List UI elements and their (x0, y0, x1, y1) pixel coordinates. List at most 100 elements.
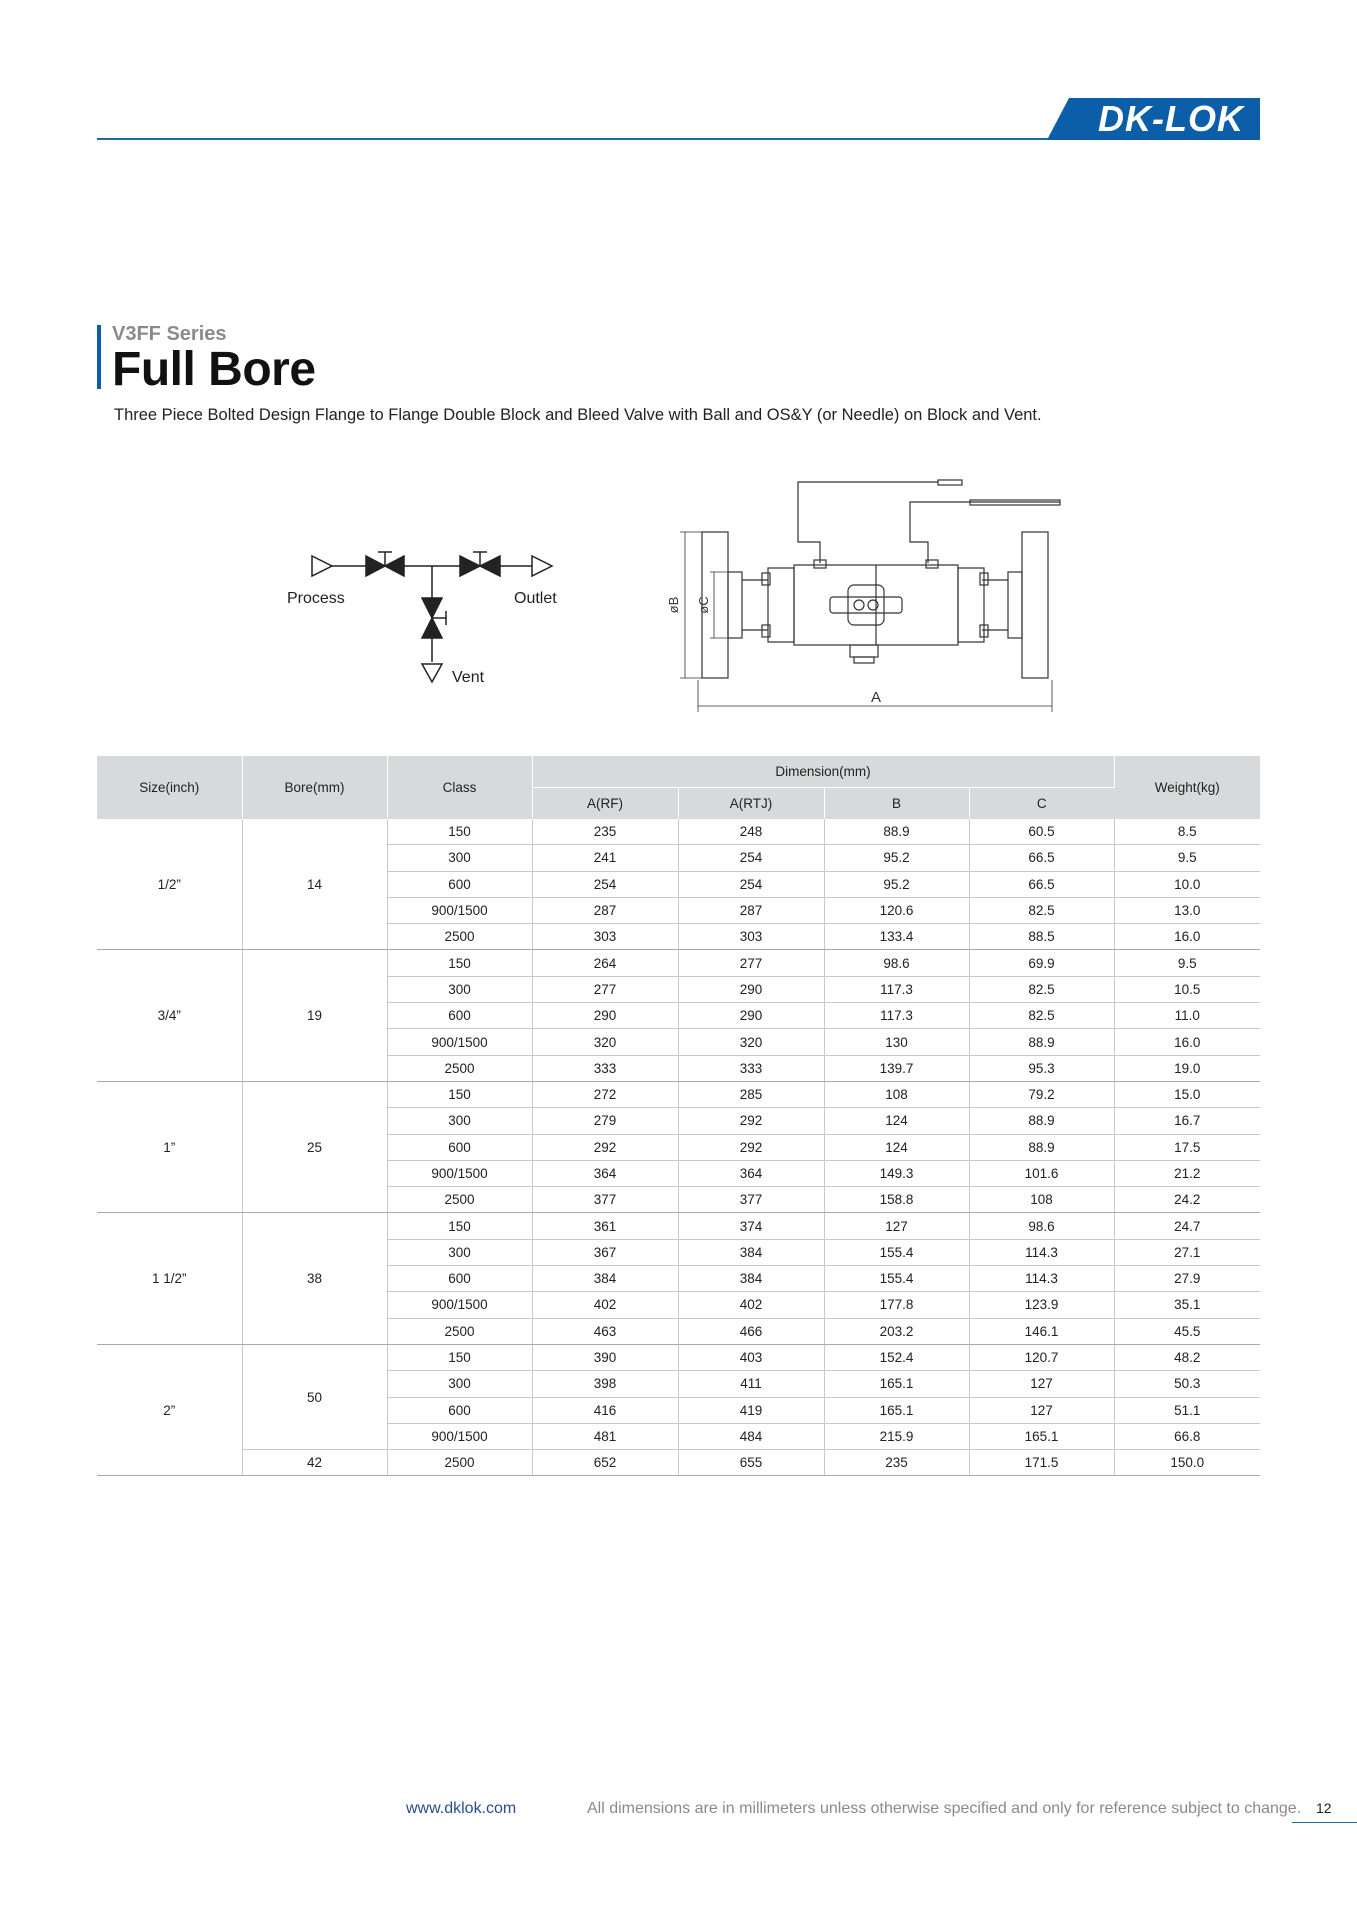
a-rtj-cell: 254 (678, 844, 825, 872)
bore-cell: 42 (242, 1449, 388, 1477)
outlet-label: Outlet (514, 590, 557, 607)
weight-cell: 48.2 (1114, 1344, 1261, 1372)
b-cell: 155.4 (824, 1239, 970, 1267)
header-a-rtj: A(RTJ) (678, 787, 825, 819)
bore-cell: 14 (242, 819, 388, 951)
a-rf-cell: 481 (532, 1423, 679, 1451)
b-cell: 124 (824, 1107, 970, 1135)
bore-cell: 19 (242, 949, 388, 1082)
b-cell: 158.8 (824, 1186, 970, 1214)
table-row: 300 241 254 95.2 66.5 9.5 (97, 844, 1261, 872)
class-cell: 2500 (387, 1318, 533, 1345)
b-cell: 139.7 (824, 1055, 970, 1082)
table-row: 2” 50 150 390 403 152.4 120.7 48.2 (97, 1344, 1261, 1477)
c-cell: 82.5 (969, 976, 1115, 1004)
brand-logo: DK-LOK (1047, 98, 1260, 140)
b-cell: 177.8 (824, 1291, 970, 1319)
a-rf-cell: 254 (532, 871, 679, 898)
weight-cell: 51.1 (1114, 1397, 1261, 1424)
a-rtj-cell: 364 (678, 1160, 825, 1188)
c-cell: 114.3 (969, 1239, 1115, 1267)
b-cell: 130 (824, 1028, 970, 1056)
a-rf-cell: 364 (532, 1160, 679, 1188)
process-arrow-icon (311, 554, 334, 578)
class-cell: 900/1500 (387, 897, 533, 925)
b-cell: 215.9 (824, 1423, 970, 1451)
page-title: Full Bore (112, 343, 316, 396)
table-row: 600 290 290 117.3 82.5 11.0 (97, 1002, 1261, 1030)
c-cell: 79.2 (969, 1081, 1115, 1109)
block-valve-2-icon (459, 551, 501, 578)
c-cell: 88.5 (969, 923, 1115, 951)
table-row: 900/1500 364 364 149.3 101.6 21.2 (97, 1160, 1261, 1188)
a-rtj-cell: 290 (678, 976, 825, 1004)
class-cell: 2500 (387, 1449, 533, 1477)
size-cell: 3/4” (97, 949, 243, 1082)
a-rtj-cell: 384 (678, 1265, 825, 1293)
weight-cell: 13.0 (1114, 897, 1261, 925)
table-row: 900/1500 481 484 215.9 165.1 66.8 (97, 1423, 1261, 1451)
weight-cell: 9.5 (1114, 949, 1261, 977)
a-rf-cell: 463 (532, 1318, 679, 1345)
table-row: 600 254 254 95.2 66.5 10.0 (97, 871, 1261, 898)
b-cell: 108 (824, 1081, 970, 1109)
header-dimension: Dimension(mm) (532, 756, 1115, 788)
class-cell: 300 (387, 844, 533, 872)
table-row: 2500 333 333 139.7 95.3 19.0 (97, 1055, 1261, 1082)
class-cell: 150 (387, 1212, 533, 1240)
a-rtj-cell: 484 (678, 1423, 825, 1451)
title-accent-bar (97, 325, 101, 389)
b-cell: 133.4 (824, 923, 970, 951)
a-rf-cell: 333 (532, 1055, 679, 1082)
c-cell: 82.5 (969, 897, 1115, 925)
series-label: V3FF Series (112, 323, 227, 345)
a-rf-cell: 361 (532, 1212, 679, 1240)
c-cell: 127 (969, 1370, 1115, 1398)
a-rf-cell: 398 (532, 1370, 679, 1398)
table-row: 42 2500 652 655 235 171.5 150.0 (97, 1449, 1261, 1477)
a-rf-cell: 303 (532, 923, 679, 951)
vent-arrow-icon (420, 663, 444, 684)
class-cell: 600 (387, 1002, 533, 1030)
a-rtj-cell: 287 (678, 897, 825, 925)
a-rtj-cell: 419 (678, 1397, 825, 1424)
weight-cell: 11.0 (1114, 1002, 1261, 1030)
weight-cell: 35.1 (1114, 1291, 1261, 1319)
size-cell: 1” (97, 1081, 243, 1214)
header-a-rf: A(RF) (532, 787, 679, 819)
a-rtj-cell: 402 (678, 1291, 825, 1319)
c-cell: 127 (969, 1397, 1115, 1424)
a-rtj-cell: 411 (678, 1370, 825, 1398)
c-cell: 88.9 (969, 1028, 1115, 1056)
page-number-rule (1292, 1822, 1357, 1823)
a-rtj-cell: 277 (678, 949, 825, 977)
dimension-c-label: øC (696, 596, 711, 613)
vent-valve-icon (420, 597, 447, 639)
table-row: 1/2” 14 150 235 248 88.9 60.5 8.5 (97, 819, 1261, 951)
b-cell: 117.3 (824, 976, 970, 1004)
a-rtj-cell: 285 (678, 1081, 825, 1109)
class-cell: 600 (387, 871, 533, 898)
c-cell: 165.1 (969, 1423, 1115, 1451)
footer-website-link[interactable]: www.dklok.com (406, 1800, 517, 1817)
a-rtj-cell: 303 (678, 923, 825, 951)
table-row: 300 367 384 155.4 114.3 27.1 (97, 1239, 1261, 1267)
weight-cell: 19.0 (1114, 1055, 1261, 1082)
b-cell: 203.2 (824, 1318, 970, 1345)
table-row: 600 292 292 124 88.9 17.5 (97, 1134, 1261, 1161)
a-rtj-cell: 290 (678, 1002, 825, 1030)
table-row: 900/1500 402 402 177.8 123.9 35.1 (97, 1291, 1261, 1319)
table-row: 900/1500 320 320 130 88.9 16.0 (97, 1028, 1261, 1056)
class-cell: 150 (387, 819, 533, 846)
a-rtj-cell: 292 (678, 1134, 825, 1161)
a-rf-cell: 279 (532, 1107, 679, 1135)
a-rf-cell: 287 (532, 897, 679, 925)
weight-cell: 21.2 (1114, 1160, 1261, 1188)
class-cell: 150 (387, 949, 533, 977)
class-cell: 600 (387, 1397, 533, 1424)
class-cell: 300 (387, 1370, 533, 1398)
a-rtj-cell: 655 (678, 1449, 825, 1477)
weight-cell: 17.5 (1114, 1134, 1261, 1161)
a-rf-cell: 290 (532, 1002, 679, 1030)
a-rf-cell: 384 (532, 1265, 679, 1293)
